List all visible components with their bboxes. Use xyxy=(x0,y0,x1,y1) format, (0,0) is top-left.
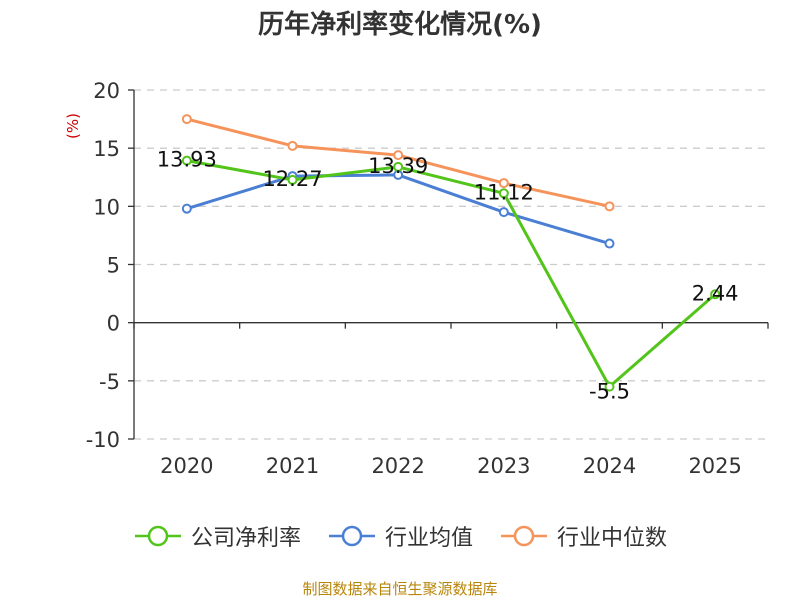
legend-line-marker-icon xyxy=(134,525,181,547)
data-label-layer: 13.93 12.27 13.39 11.12 -5.5 2.44 xyxy=(157,148,739,404)
y-axis-label: (%) xyxy=(64,113,82,139)
y-tick-label: 15 xyxy=(93,137,120,161)
x-tick-label: 2022 xyxy=(371,454,424,478)
data-point xyxy=(604,238,615,249)
data-point xyxy=(393,161,404,172)
data-label: 11.12 xyxy=(474,180,534,204)
data-label: 13.93 xyxy=(157,148,217,172)
data-label: -5.5 xyxy=(589,380,630,404)
y-tick-label: -5 xyxy=(99,370,120,394)
data-point xyxy=(604,201,615,212)
data-point xyxy=(498,207,509,218)
series-layer xyxy=(181,114,721,392)
data-label: 13.39 xyxy=(368,154,428,178)
y-tick-label: -10 xyxy=(86,428,120,452)
y-tick-label: 0 xyxy=(107,312,120,336)
y-tick-label: 5 xyxy=(107,254,120,278)
series-line xyxy=(186,159,717,389)
x-tick-label: 2023 xyxy=(477,454,530,478)
legend-item-industry-median[interactable]: 行业中位数 xyxy=(499,520,667,552)
data-point xyxy=(181,114,192,125)
x-tick-label: 2021 xyxy=(266,454,319,478)
legend-item-industry-mean[interactable]: 行业均值 xyxy=(327,520,473,552)
data-point xyxy=(181,203,192,214)
data-label: 12.27 xyxy=(262,167,322,191)
legend-line-marker-icon xyxy=(501,525,547,547)
data-point xyxy=(710,289,721,300)
data-point xyxy=(287,140,298,151)
grid-layer xyxy=(134,89,768,440)
x-tick-label: 2025 xyxy=(688,454,741,478)
legend-label: 行业中位数 xyxy=(557,526,668,551)
x-tick-label: 2020 xyxy=(160,454,213,478)
data-label: 2.44 xyxy=(692,281,739,305)
legend-line-marker-icon xyxy=(328,525,375,547)
chart-title: 历年净利率变化情况(%) xyxy=(258,9,542,40)
data-point xyxy=(498,178,509,189)
data-point xyxy=(498,188,509,199)
y-tick-label: 20 xyxy=(93,79,120,103)
legend: 公司净利率 行业均值 行业中位数 xyxy=(0,520,800,552)
data-point xyxy=(604,381,615,392)
series-line xyxy=(186,173,610,245)
data-point xyxy=(181,155,192,166)
data-point xyxy=(393,150,404,161)
y-tick-label: 10 xyxy=(93,195,120,219)
source-note: 制图数据来自恒生聚源数据库 xyxy=(302,580,498,598)
legend-item-company[interactable]: 公司净利率 xyxy=(133,520,301,552)
legend-label: 行业均值 xyxy=(384,526,473,551)
data-point xyxy=(287,174,298,185)
x-tick-label: 2024 xyxy=(583,454,636,478)
legend-label: 公司净利率 xyxy=(190,526,301,551)
